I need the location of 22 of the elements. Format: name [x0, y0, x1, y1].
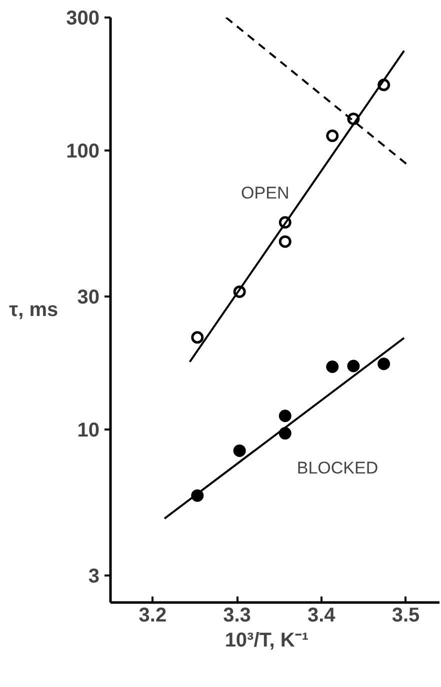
x-tick-label: 3.4	[307, 604, 336, 626]
point	[326, 130, 339, 142]
point	[278, 410, 292, 422]
x-tick-label: 3.5	[392, 604, 420, 626]
point	[326, 360, 339, 373]
annotation: OPEN	[241, 184, 290, 202]
y-tick-label: 3	[88, 565, 100, 588]
y-tick-label: 10	[77, 420, 100, 442]
x-tick-label: 3.2	[138, 604, 167, 626]
y-tick-label: 300	[66, 8, 100, 30]
x-tick-label: 3.3	[223, 604, 251, 626]
point	[278, 427, 292, 440]
point	[278, 235, 292, 248]
point	[347, 360, 360, 372]
point	[233, 444, 246, 457]
y-tick-label: 30	[77, 286, 100, 308]
y-axis-title: τ, ms	[9, 299, 58, 321]
annotation: BLOCKED	[296, 458, 378, 478]
point	[191, 331, 204, 344]
point	[378, 358, 390, 370]
y-tick-label: 100	[66, 140, 100, 163]
x-axis-title: 10³/T, K⁻¹	[224, 630, 309, 652]
